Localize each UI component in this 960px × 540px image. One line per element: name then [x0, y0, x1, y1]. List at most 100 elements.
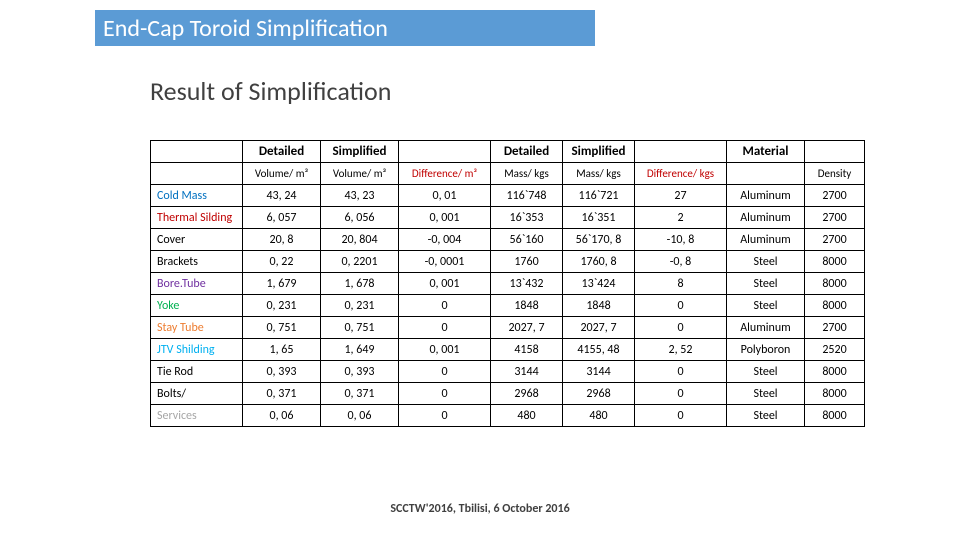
- th-dmass: Difference/ kgs: [635, 163, 727, 185]
- row-label: Bore.Tube: [151, 273, 243, 295]
- cell-dmass: 0: [635, 405, 727, 427]
- footer-text: SCCTW'2016, Tbilisi, 6 October 2016: [0, 502, 960, 516]
- cell-vol-d: 43, 24: [243, 185, 321, 207]
- cell-dvol: 0, 001: [399, 273, 491, 295]
- cell-mass-d: 2968: [491, 383, 563, 405]
- th-simplified-vol: Simplified: [321, 141, 399, 163]
- cell-mass-s: 16`351: [563, 207, 635, 229]
- cell-mass-d: 1848: [491, 295, 563, 317]
- blank-header: [635, 141, 727, 163]
- cell-mass-s: 1848: [563, 295, 635, 317]
- blank-header: [151, 163, 243, 185]
- table-row: Cover20, 820, 804-0, 00456`16056`170, 8-…: [151, 229, 865, 251]
- row-label: JTV Shilding: [151, 339, 243, 361]
- th-detailed-vol: Detailed: [243, 141, 321, 163]
- row-label: Services: [151, 405, 243, 427]
- cell-material: Steel: [727, 251, 805, 273]
- cell-mass-s: 116`721: [563, 185, 635, 207]
- row-label: Yoke: [151, 295, 243, 317]
- table-row: Cold Mass43, 2443, 230, 01116`748116`721…: [151, 185, 865, 207]
- slide-title: End-Cap Toroid Simplification: [103, 14, 388, 43]
- cell-material: Aluminum: [727, 207, 805, 229]
- cell-density: 8000: [805, 361, 865, 383]
- slide-subtitle: Result of Simplification: [150, 75, 391, 107]
- cell-dmass: 0: [635, 295, 727, 317]
- th-dvol: Difference/ m³: [399, 163, 491, 185]
- cell-dvol: -0, 0001: [399, 251, 491, 273]
- th-mass-d: Mass/ kgs: [491, 163, 563, 185]
- cell-density: 2700: [805, 207, 865, 229]
- row-label: Thermal Silding: [151, 207, 243, 229]
- cell-mass-s: 4155, 48: [563, 339, 635, 361]
- cell-mass-d: 1760: [491, 251, 563, 273]
- cell-vol-s: 43, 23: [321, 185, 399, 207]
- cell-vol-s: 20, 804: [321, 229, 399, 251]
- table-row: Stay Tube0, 7510, 75102027, 72027, 70Alu…: [151, 317, 865, 339]
- row-label: Bolts/: [151, 383, 243, 405]
- cell-dmass: 0: [635, 383, 727, 405]
- cell-material: Steel: [727, 361, 805, 383]
- cell-mass-s: 2968: [563, 383, 635, 405]
- cell-vol-d: 0, 751: [243, 317, 321, 339]
- cell-mass-d: 56`160: [491, 229, 563, 251]
- cell-mass-d: 116`748: [491, 185, 563, 207]
- cell-material: Aluminum: [727, 317, 805, 339]
- th-detailed-mass: Detailed: [491, 141, 563, 163]
- cell-dvol: 0, 01: [399, 185, 491, 207]
- cell-vol-d: 1, 65: [243, 339, 321, 361]
- blank-header: [727, 163, 805, 185]
- cell-dvol: 0: [399, 317, 491, 339]
- cell-density: 8000: [805, 405, 865, 427]
- cell-mass-s: 13`424: [563, 273, 635, 295]
- cell-mass-d: 2027, 7: [491, 317, 563, 339]
- th-vol-d: Volume/ m³: [243, 163, 321, 185]
- cell-mass-d: 16`353: [491, 207, 563, 229]
- cell-dvol: 0, 001: [399, 339, 491, 361]
- cell-dmass: 27: [635, 185, 727, 207]
- cell-density: 8000: [805, 383, 865, 405]
- cell-mass-s: 480: [563, 405, 635, 427]
- cell-density: 8000: [805, 273, 865, 295]
- cell-dmass: 0: [635, 361, 727, 383]
- cell-dvol: 0: [399, 295, 491, 317]
- cell-mass-d: 480: [491, 405, 563, 427]
- cell-vol-s: 1, 649: [321, 339, 399, 361]
- row-label: Cold Mass: [151, 185, 243, 207]
- th-density: Density: [805, 163, 865, 185]
- cell-vol-s: 0, 371: [321, 383, 399, 405]
- blank-header: [151, 141, 243, 163]
- cell-dmass: -0, 8: [635, 251, 727, 273]
- cell-vol-d: 0, 231: [243, 295, 321, 317]
- row-label: Brackets: [151, 251, 243, 273]
- cell-vol-d: 0, 393: [243, 361, 321, 383]
- cell-mass-d: 13`432: [491, 273, 563, 295]
- row-label: Tie Rod: [151, 361, 243, 383]
- cell-mass-s: 56`170, 8: [563, 229, 635, 251]
- cell-vol-d: 1, 679: [243, 273, 321, 295]
- title-bar: End-Cap Toroid Simplification: [95, 10, 595, 46]
- cell-dmass: 2: [635, 207, 727, 229]
- table-row: Services0, 060, 0604804800Steel8000: [151, 405, 865, 427]
- table-row: Brackets0, 220, 2201-0, 000117601760, 8-…: [151, 251, 865, 273]
- cell-material: Polyboron: [727, 339, 805, 361]
- cell-vol-s: 0, 06: [321, 405, 399, 427]
- cell-vol-s: 0, 2201: [321, 251, 399, 273]
- cell-vol-s: 6, 056: [321, 207, 399, 229]
- cell-vol-s: 0, 751: [321, 317, 399, 339]
- cell-vol-s: 0, 393: [321, 361, 399, 383]
- cell-dvol: 0, 001: [399, 207, 491, 229]
- cell-dmass: 2, 52: [635, 339, 727, 361]
- table-row: JTV Shilding1, 651, 6490, 00141584155, 4…: [151, 339, 865, 361]
- th-mass-s: Mass/ kgs: [563, 163, 635, 185]
- cell-vol-d: 0, 371: [243, 383, 321, 405]
- cell-material: Aluminum: [727, 229, 805, 251]
- cell-mass-s: 1760, 8: [563, 251, 635, 273]
- cell-material: Steel: [727, 383, 805, 405]
- cell-density: 2520: [805, 339, 865, 361]
- cell-vol-s: 1, 678: [321, 273, 399, 295]
- th-vol-s: Volume/ m³: [321, 163, 399, 185]
- cell-material: Steel: [727, 405, 805, 427]
- table-row: Tie Rod0, 3930, 3930314431440Steel8000: [151, 361, 865, 383]
- table-row: Bolts/0, 3710, 3710296829680Steel8000: [151, 383, 865, 405]
- cell-mass-d: 3144: [491, 361, 563, 383]
